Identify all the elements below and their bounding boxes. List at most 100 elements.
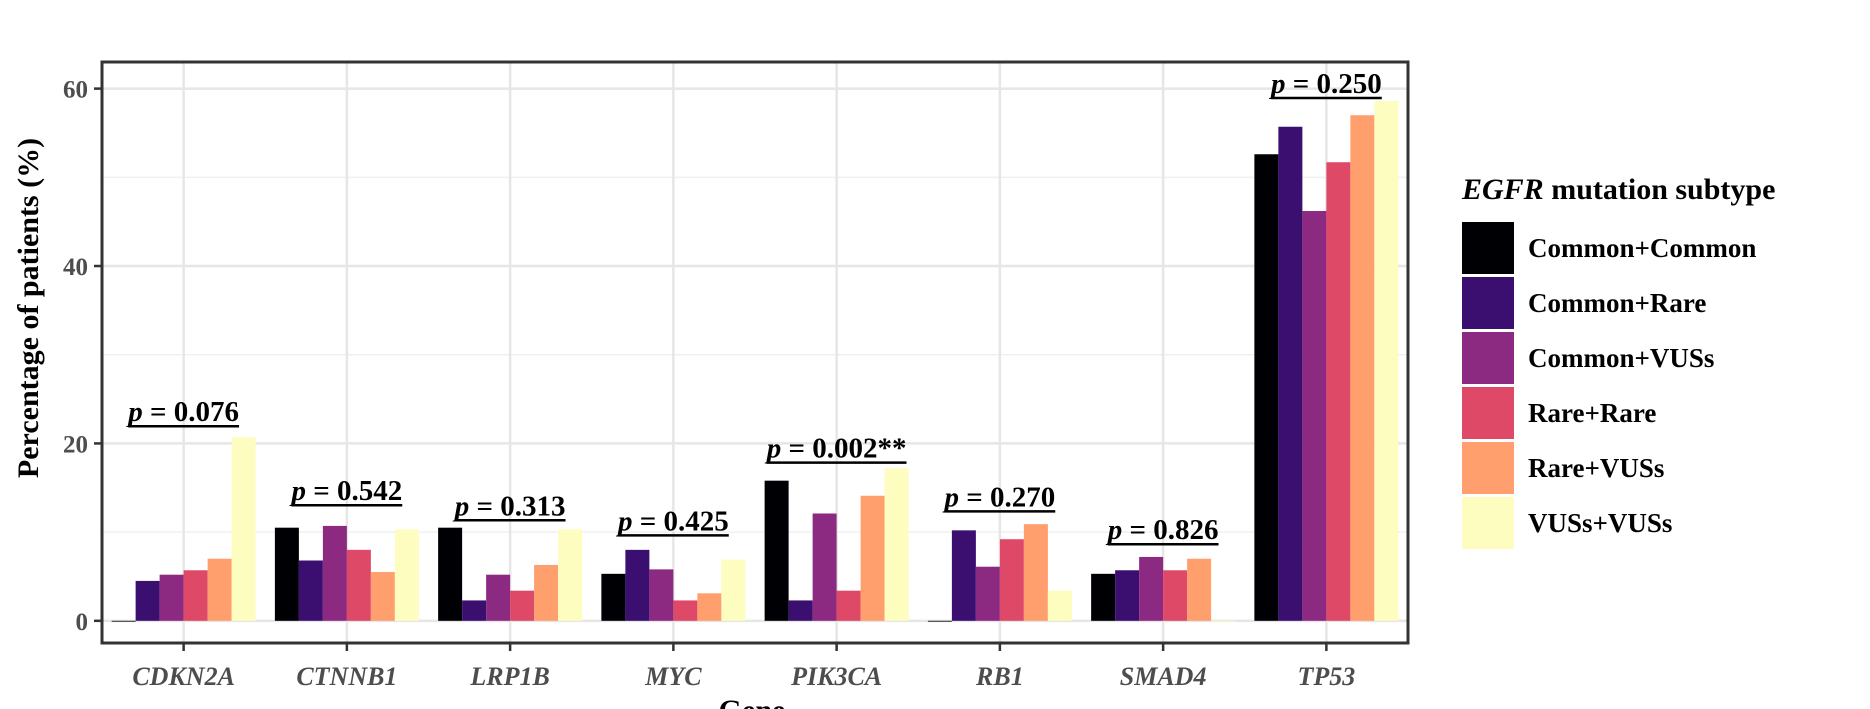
bar [884, 468, 909, 621]
legend-label: VUSs+VUSs [1528, 508, 1672, 538]
plot-background [102, 62, 1408, 643]
bar [207, 558, 232, 621]
bar [1302, 211, 1327, 621]
bar [1326, 162, 1351, 621]
p-value-symbol: p [1105, 514, 1123, 546]
bar [601, 573, 626, 621]
bar [1091, 573, 1116, 621]
p-value-text: = 0.270 [959, 481, 1055, 513]
plot-border [100, 60, 1410, 645]
legend-key [1462, 222, 1514, 274]
bar [370, 572, 395, 621]
x-tick-label: TP53 [1297, 662, 1355, 691]
bar [836, 590, 861, 621]
bar [1139, 556, 1164, 621]
p-value-symbol: p [125, 396, 143, 428]
legend-label: Common+Rare [1528, 288, 1706, 318]
bar [558, 529, 583, 621]
p-value-symbol: p [452, 490, 470, 522]
p-value-text: = 0.425 [632, 505, 728, 537]
p-value-symbol: p [764, 433, 782, 465]
x-tick-label: PIK3CA [790, 662, 882, 691]
p-value-text: = 0.250 [1285, 68, 1381, 100]
bar [298, 560, 323, 621]
bar [159, 574, 184, 621]
x-tick-label: CTNNB1 [296, 662, 397, 691]
bar [697, 593, 722, 621]
y-tick-label: 20 [63, 431, 88, 458]
bar [764, 480, 789, 621]
p-value-annotation: p = 0.270 [941, 481, 1055, 513]
legend-label: Rare+VUSs [1528, 453, 1664, 483]
bar [1163, 570, 1188, 621]
p-value-annotation: p = 0.826 [1105, 514, 1219, 546]
bar [1278, 126, 1303, 621]
bar [788, 600, 813, 621]
p-value-text: = 0.002** [781, 433, 906, 465]
bar [860, 495, 885, 621]
p-value-symbol: p [1268, 68, 1286, 100]
p-value-annotation: p = 0.542 [288, 475, 402, 507]
legend-label: Common+Common [1528, 233, 1756, 263]
p-value-annotation: p = 0.313 [452, 490, 566, 522]
bar [927, 620, 952, 622]
legend-label: Common+VUSs [1528, 343, 1714, 373]
p-value-text: = 0.826 [1122, 514, 1218, 546]
legend-key [1462, 387, 1514, 439]
legend-key [1462, 442, 1514, 494]
bar [975, 566, 1000, 621]
bar [1115, 570, 1140, 621]
bar [999, 539, 1024, 621]
y-axis-title: Percentage of patients (%) [12, 138, 45, 478]
bar [812, 513, 837, 621]
bar [135, 580, 160, 621]
legend-title-gene: EGFR [1461, 173, 1544, 206]
x-tick-label: MYC [644, 662, 702, 691]
y-axis-tick-labels: 0 20 40 60 [63, 77, 102, 636]
bar [462, 600, 487, 621]
bar [510, 590, 535, 621]
legend-key [1462, 497, 1514, 549]
legend-title: EGFR mutation subtype [1461, 173, 1775, 206]
bar [231, 437, 256, 621]
bar [1211, 620, 1236, 622]
bar [1254, 154, 1279, 621]
p-value-text: = 0.542 [306, 475, 402, 507]
bar [649, 569, 674, 621]
p-value-annotation: p = 0.250 [1268, 68, 1382, 100]
bar [486, 574, 511, 621]
p-value-annotation: p = 0.076 [125, 396, 239, 428]
p-value-symbol: p [615, 505, 633, 537]
bar [721, 559, 746, 621]
bar [438, 527, 463, 621]
x-axis-tick-labels: CDKN2A CTNNB1 LRP1B MYC PIK3CA RB1 SMAD4 TP53 [132, 643, 1355, 691]
bar [534, 564, 559, 621]
legend: EGFR mutation subtype Common+CommonCommo… [1461, 173, 1775, 549]
bar [346, 549, 371, 621]
bar [111, 620, 136, 622]
p-value-symbol: p [288, 475, 306, 507]
bar [951, 530, 976, 621]
x-tick-label: LRP1B [469, 662, 549, 691]
y-tick-label: 0 [76, 609, 89, 636]
p-value-symbol: p [941, 481, 959, 513]
legend-key [1462, 277, 1514, 329]
bar [1023, 524, 1048, 621]
legend-key [1462, 332, 1514, 384]
p-value-text: = 0.076 [143, 396, 239, 428]
bar [394, 529, 419, 621]
y-tick-label: 60 [63, 77, 88, 104]
legend-label: Rare+Rare [1528, 398, 1656, 428]
bar [1374, 101, 1399, 621]
p-value-text: = 0.313 [469, 490, 565, 522]
x-axis-title: Gene [719, 694, 786, 709]
y-tick-label: 40 [63, 254, 88, 281]
x-tick-label: CDKN2A [132, 662, 235, 691]
x-tick-label: SMAD4 [1120, 662, 1207, 691]
bar [1047, 590, 1072, 621]
p-value-annotation: p = 0.002** [764, 433, 907, 465]
legend-title-rest: mutation subtype [1544, 173, 1776, 206]
legend-items: Common+Common Common+Rare Common+VUSs Rare+… [1462, 222, 1756, 549]
